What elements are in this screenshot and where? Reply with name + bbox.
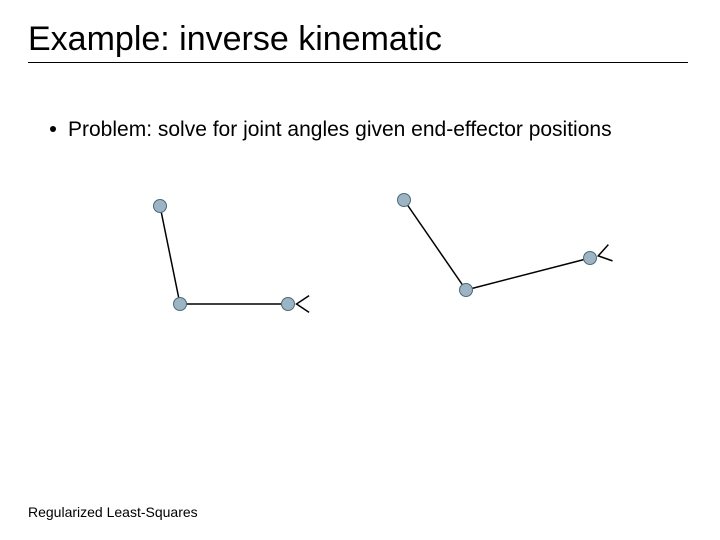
- arm-link: [466, 258, 590, 290]
- arm-link: [404, 200, 466, 290]
- kinematics-diagram: [0, 0, 720, 540]
- arm-joint: [174, 298, 187, 311]
- end-effector-icon: [598, 245, 612, 261]
- arm-joint: [584, 252, 597, 265]
- arm-joint: [154, 200, 167, 213]
- arm-link: [160, 206, 180, 304]
- footer-text: Regularized Least-Squares: [28, 504, 198, 520]
- arm-joint: [460, 284, 473, 297]
- arm-joint: [398, 194, 411, 207]
- end-effector-icon: [297, 296, 310, 313]
- arm-joint: [282, 298, 295, 311]
